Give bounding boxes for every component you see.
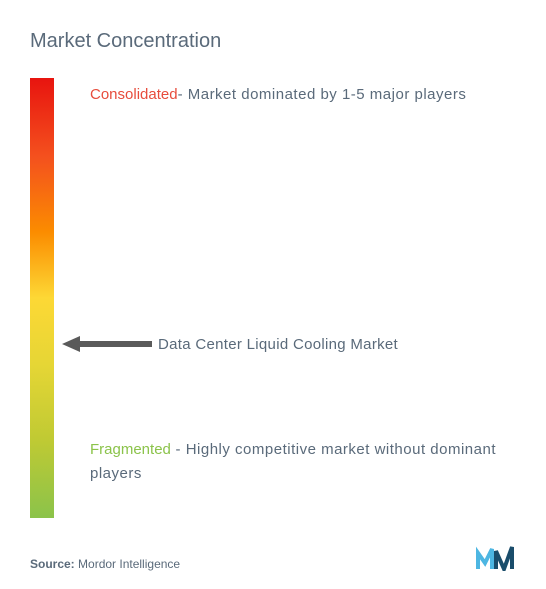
consolidated-description: - Market dominated by 1-5 major players (178, 86, 467, 103)
source-value: Mordor Intelligence (78, 557, 180, 571)
concentration-gradient-bar (30, 78, 54, 518)
market-pointer: Data Center Liquid Cooling Market (62, 334, 398, 354)
arrow-left-icon (62, 334, 152, 354)
consolidated-block: Consolidated- Market dominated by 1-5 ma… (90, 83, 506, 107)
source-text: Source: Mordor Intelligence (30, 557, 180, 571)
chart-title: Market Concentration (30, 30, 516, 53)
fragmented-block: Fragmented - Highly competitive market w… (90, 438, 506, 486)
footer: Source: Mordor Intelligence (30, 545, 516, 571)
consolidated-label: Consolidated (90, 86, 178, 103)
content-area: Consolidated- Market dominated by 1-5 ma… (30, 78, 516, 538)
source-label: Source: (30, 557, 75, 571)
fragmented-label: Fragmented (90, 441, 171, 458)
mordor-logo-icon (476, 545, 516, 571)
market-name-label: Data Center Liquid Cooling Market (158, 336, 398, 353)
